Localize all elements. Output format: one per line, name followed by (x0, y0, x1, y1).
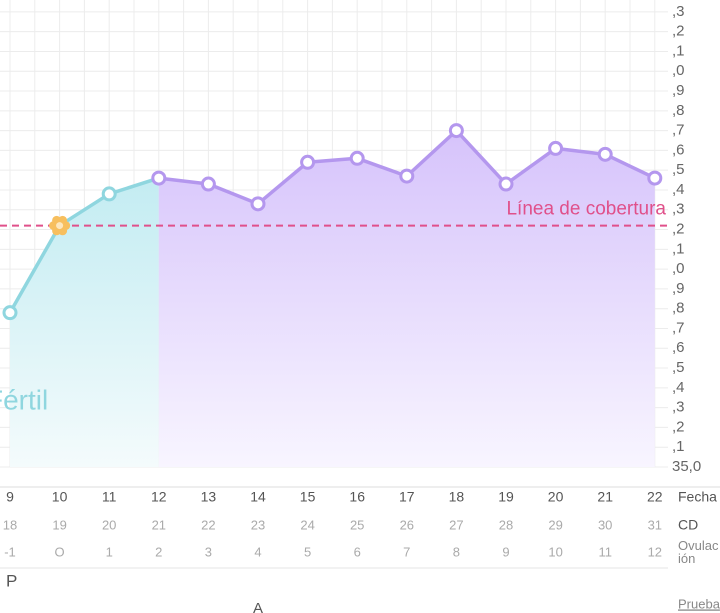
row-value: 6 (354, 544, 361, 559)
y-tick-label: ,2 (672, 418, 685, 435)
point (399, 168, 415, 184)
coverline-label: Línea de cobertura (506, 199, 666, 220)
row-value: 18 (3, 517, 17, 532)
point (597, 146, 613, 162)
row-value: 9 (502, 544, 509, 559)
x-tick-label: 21 (597, 489, 613, 505)
point (2, 305, 18, 321)
row-value: 19 (52, 517, 66, 532)
point (548, 140, 564, 156)
x-tick-label: 18 (449, 489, 465, 505)
y-tick-label: ,5 (672, 359, 685, 376)
y-tick-label: ,2 (672, 221, 685, 238)
row-value: 23 (251, 517, 265, 532)
row-value: 27 (449, 517, 463, 532)
point (250, 196, 266, 212)
y-tick-label: ,3 (672, 3, 685, 20)
x-tick-label: 22 (647, 489, 663, 505)
row-value: 5 (304, 544, 311, 559)
row-value: 7 (403, 544, 410, 559)
row-value: 2 (155, 544, 162, 559)
row-value: 8 (453, 544, 460, 559)
row-value: 25 (350, 517, 364, 532)
ovulation-marker (49, 215, 71, 236)
y-tick-label: ,6 (672, 141, 685, 158)
row-label: Fecha (678, 489, 717, 505)
point (300, 154, 316, 170)
row-value: 11 (598, 544, 612, 559)
y-tick-label: 35,0 (672, 458, 701, 475)
line (8, 176, 160, 314)
x-tick-label: 14 (250, 489, 266, 505)
x-tick-label: 11 (102, 489, 117, 505)
row-label: Ovulación (678, 539, 719, 566)
row-value: 22 (201, 517, 215, 532)
x-tick-label: 12 (151, 489, 167, 505)
y-tick-label: ,8 (672, 300, 685, 317)
point (349, 150, 365, 166)
x-tick-label: 16 (349, 489, 365, 505)
y-tick-label: ,2 (672, 23, 685, 40)
row-value: 10 (548, 544, 562, 559)
bottom-label: P (6, 571, 17, 590)
row-value: 26 (400, 517, 414, 532)
x-tick-label: 20 (548, 489, 564, 505)
row-value: 20 (102, 517, 116, 532)
center (56, 222, 64, 230)
y-tick-label: ,6 (672, 339, 685, 356)
y-tick-label: ,3 (672, 399, 685, 416)
y-tick-label: ,1 (672, 438, 685, 455)
point (200, 176, 216, 192)
y-tick-label: ,7 (672, 122, 685, 139)
y-tick-label: ,0 (672, 260, 685, 277)
y-tick-label: ,4 (672, 379, 685, 396)
y-tick-label: ,1 (672, 42, 685, 59)
row-value: 24 (300, 517, 314, 532)
row-value: 28 (499, 517, 513, 532)
point (151, 170, 167, 186)
point (448, 123, 464, 139)
y-tick-label: ,0 (672, 62, 685, 79)
bottom-link[interactable]: Prueba (678, 596, 720, 611)
area (158, 130, 655, 468)
fertile-label: Fértil (0, 384, 48, 415)
row-value: 30 (598, 517, 612, 532)
row-value: 21 (152, 517, 166, 532)
row-value: 29 (548, 517, 562, 532)
y-tick-label: ,9 (672, 82, 685, 99)
row-value: 3 (205, 544, 212, 559)
row-label-text: Ovulación (678, 539, 719, 566)
y-tick-label: ,5 (672, 161, 685, 178)
point (647, 170, 663, 186)
bottom-label: A (253, 600, 263, 613)
y-tick-label: ,8 (672, 102, 685, 119)
area (10, 178, 159, 468)
row-value: O (55, 544, 65, 559)
row-value: 12 (648, 544, 662, 559)
x-tick-label: 9 (6, 489, 14, 505)
row-value: 1 (106, 544, 113, 559)
y-tick-label: ,1 (672, 240, 685, 257)
row-value: 31 (648, 517, 662, 532)
x-tick-label: 13 (201, 489, 217, 505)
x-tick-label: 17 (399, 489, 415, 505)
point (498, 176, 514, 192)
row-value: 4 (254, 544, 261, 559)
y-tick-label: ,3 (672, 201, 685, 218)
x-tick-label: 19 (498, 489, 514, 505)
row-value: -1 (4, 544, 16, 559)
y-tick-label: ,9 (672, 280, 685, 297)
x-tick-label: 15 (300, 489, 316, 505)
y-tick-label: ,7 (672, 319, 685, 336)
x-tick-label: 10 (52, 489, 68, 505)
row-label: CD (678, 517, 698, 533)
y-tick-label: ,4 (672, 181, 685, 198)
point (101, 186, 117, 202)
